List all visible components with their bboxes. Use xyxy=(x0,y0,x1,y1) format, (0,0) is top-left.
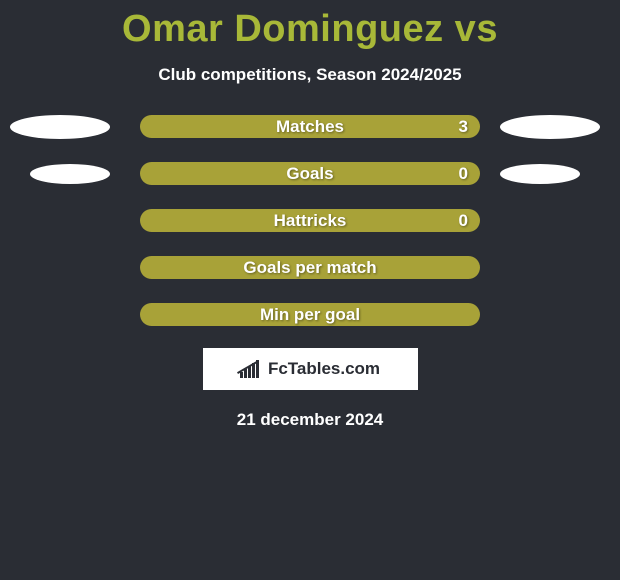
stat-bar: Hattricks 0 xyxy=(140,209,480,232)
page-title: Omar Dominguez vs xyxy=(122,8,498,51)
chart-icon xyxy=(240,360,262,378)
stat-row-goals-per-match: Goals per match xyxy=(0,256,620,279)
logo-text: FcTables.com xyxy=(268,359,380,379)
stat-row-hattricks: Hattricks 0 xyxy=(0,209,620,232)
stat-label: Matches xyxy=(276,117,344,137)
ellipse-icon xyxy=(500,164,580,184)
ellipse-icon xyxy=(30,164,110,184)
comparison-widget: Omar Dominguez vs Club competitions, Sea… xyxy=(0,0,620,430)
ellipse-icon xyxy=(500,115,600,139)
stat-row-min-per-goal: Min per goal xyxy=(0,303,620,326)
stat-value: 0 xyxy=(459,164,468,184)
stat-label: Hattricks xyxy=(274,211,347,231)
stat-bar: Goals per match xyxy=(140,256,480,279)
stat-label: Goals per match xyxy=(243,258,376,278)
ellipse-icon xyxy=(10,115,110,139)
logo-box[interactable]: FcTables.com xyxy=(203,348,418,390)
stat-value: 3 xyxy=(459,117,468,137)
stat-value: 0 xyxy=(459,211,468,231)
date-label: 21 december 2024 xyxy=(237,410,384,430)
stat-label: Goals xyxy=(286,164,333,184)
stat-row-goals: Goals 0 xyxy=(0,162,620,185)
stat-bar: Goals 0 xyxy=(140,162,480,185)
stat-label: Min per goal xyxy=(260,305,360,325)
stat-row-matches: Matches 3 xyxy=(0,115,620,138)
subtitle: Club competitions, Season 2024/2025 xyxy=(158,65,461,85)
stat-bar: Matches 3 xyxy=(140,115,480,138)
stat-bar: Min per goal xyxy=(140,303,480,326)
stat-rows: Matches 3 Goals 0 Hattricks 0 Goals per … xyxy=(0,115,620,326)
